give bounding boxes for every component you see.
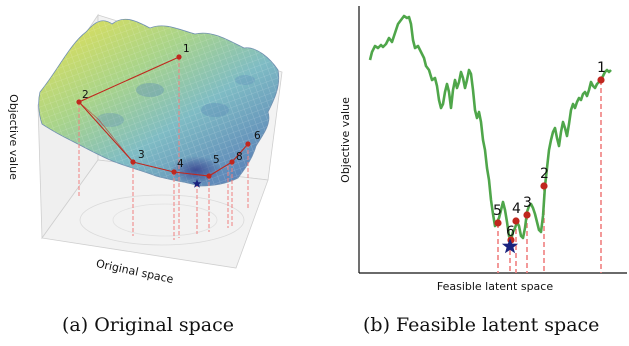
right-points (494, 76, 605, 244)
point-label-6: 6 (506, 224, 515, 240)
right-y-axis-label: Objective value (339, 97, 352, 183)
left-points (76, 54, 251, 179)
point-5 (494, 219, 502, 227)
point-8 (229, 159, 235, 165)
left-x-axis-label: Original space (95, 257, 175, 286)
point-4 (171, 169, 177, 175)
point-2 (540, 182, 548, 190)
point-3 (523, 211, 531, 219)
surface-dip (201, 103, 229, 117)
left-trajectory-tail (78, 101, 134, 163)
left-drop-lines (78, 57, 249, 240)
left-panel: 1 2 3 4 5 6 8 Objective value Original s… (7, 13, 283, 286)
point-label-5: 5 (213, 154, 220, 166)
point-1 (597, 76, 605, 84)
point-label-4: 4 (177, 158, 184, 170)
floor-contour (79, 194, 245, 246)
point-4 (512, 217, 520, 225)
caption-original-space: (a) Original space (62, 314, 234, 336)
floor-contour (112, 203, 218, 237)
caption-feasible-latent-space: (b) Feasible latent space (363, 314, 600, 336)
right-drop-lines (497, 80, 602, 273)
point-label-1: 1 (597, 60, 606, 76)
right-panel: 1 2 3 4 5 6 Objective value Feasible lat… (339, 6, 627, 293)
surface-dip (136, 83, 164, 97)
right-x-axis-label: Feasible latent space (437, 280, 553, 293)
point-3 (130, 159, 136, 165)
point-label-8: 8 (236, 151, 243, 163)
point-label-4: 4 (512, 201, 521, 217)
point-label-3: 3 (523, 195, 532, 211)
point-label-1: 1 (183, 43, 190, 55)
surface-dip (235, 75, 255, 85)
point-6 (245, 141, 251, 147)
point-1 (176, 54, 182, 60)
surface-dip (96, 113, 124, 127)
left-z-axis-label: Objective value (7, 94, 20, 180)
optimum-star (192, 179, 202, 188)
point-2 (76, 99, 82, 105)
point-label-5: 5 (493, 203, 502, 219)
point-label-2: 2 (82, 89, 89, 101)
objective-curve (368, 14, 612, 242)
optimum-star (501, 238, 519, 254)
point-label-3: 3 (138, 149, 145, 161)
point-5 (206, 173, 212, 179)
point-label-2: 2 (540, 166, 549, 182)
surface-mesh (38, 19, 279, 187)
point-label-6: 6 (254, 130, 261, 142)
